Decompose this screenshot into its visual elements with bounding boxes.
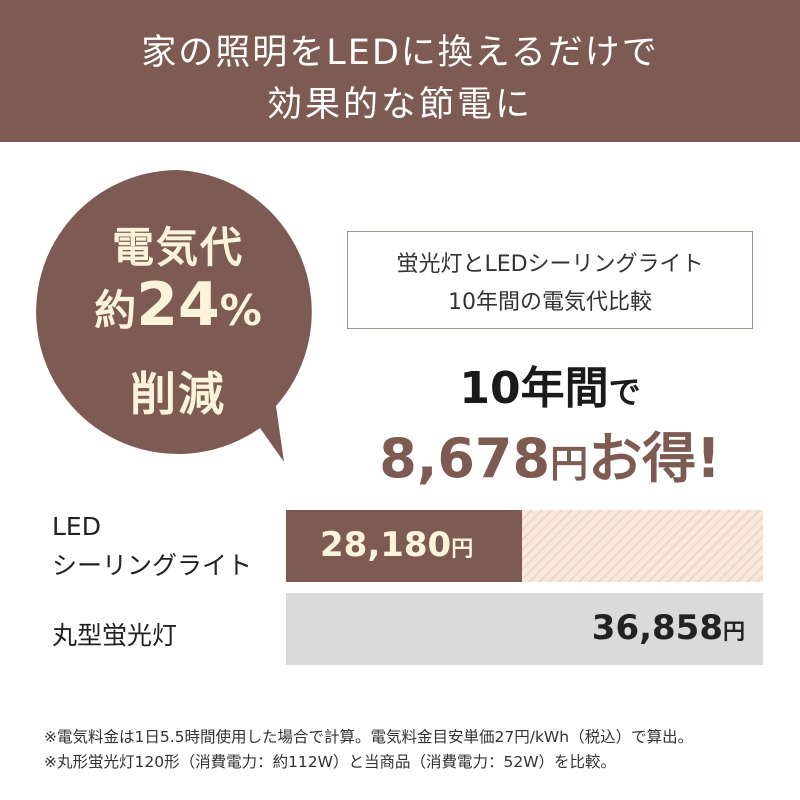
savings-particle: で	[608, 373, 641, 411]
led-label-line1: LED	[52, 512, 101, 541]
bubble-percent-sign: %	[219, 286, 262, 335]
led-cost-value: 28,180円	[320, 525, 473, 565]
bubble-line-electricity-cost: 電気代	[111, 223, 244, 272]
footnote-2: ※丸形蛍光灯120形（消費電力：約112W）と当商品（消費電力：52W）を比較。	[44, 753, 617, 771]
cfl-cost-amount: 36,858	[591, 608, 723, 648]
savings-period-text: 10年間	[459, 363, 609, 414]
header-banner: 家の照明をLEDに換えるだけで 効果的な節電に	[0, 0, 800, 142]
cfl-bar	[286, 593, 763, 665]
savings-amount-unit: 円	[550, 442, 589, 486]
savings-suffix: お得!	[588, 427, 721, 490]
led-cost-amount: 28,180	[320, 525, 452, 565]
savings-period: 10年間で	[350, 352, 750, 416]
led-label-line2: シーリングライト	[52, 551, 253, 580]
speech-bubble-shape	[36, 170, 312, 462]
comparison-caption-line2: 10年間の電気代比較	[448, 290, 652, 315]
cfl-cost-value: 36,858円	[286, 608, 745, 648]
cfl-label: 丸型蛍光灯	[52, 621, 178, 650]
led-bar-fill	[286, 510, 522, 582]
header-title-line2: 効果的な節電に	[266, 85, 533, 125]
header-title-line1: 家の照明をLEDに換えるだけで	[141, 33, 659, 73]
savings-speech-bubble: 電気代 約24% 削減	[28, 162, 328, 472]
bubble-line-percent: 約24%	[28, 270, 328, 340]
footnote-1: ※電気料金は1日5.5時間使用した場合で計算。電気料金目安単価27円/kWh（税…	[44, 728, 694, 746]
savings-amount: 8,678円お得!	[350, 414, 750, 493]
bubble-line-reduction: 削減	[130, 367, 226, 421]
bubble-percent-value: 24	[136, 270, 220, 340]
bubble-approx-prefix: 約	[94, 286, 137, 335]
led-cost-unit: 円	[451, 537, 474, 562]
cfl-cost-unit: 円	[722, 620, 745, 645]
comparison-caption-line1: 蛍光灯とLEDシーリングライト	[396, 252, 704, 277]
comparison-caption-box: 蛍光灯とLEDシーリングライト 10年間の電気代比較	[347, 231, 753, 329]
savings-amount-value: 8,678	[379, 427, 551, 490]
